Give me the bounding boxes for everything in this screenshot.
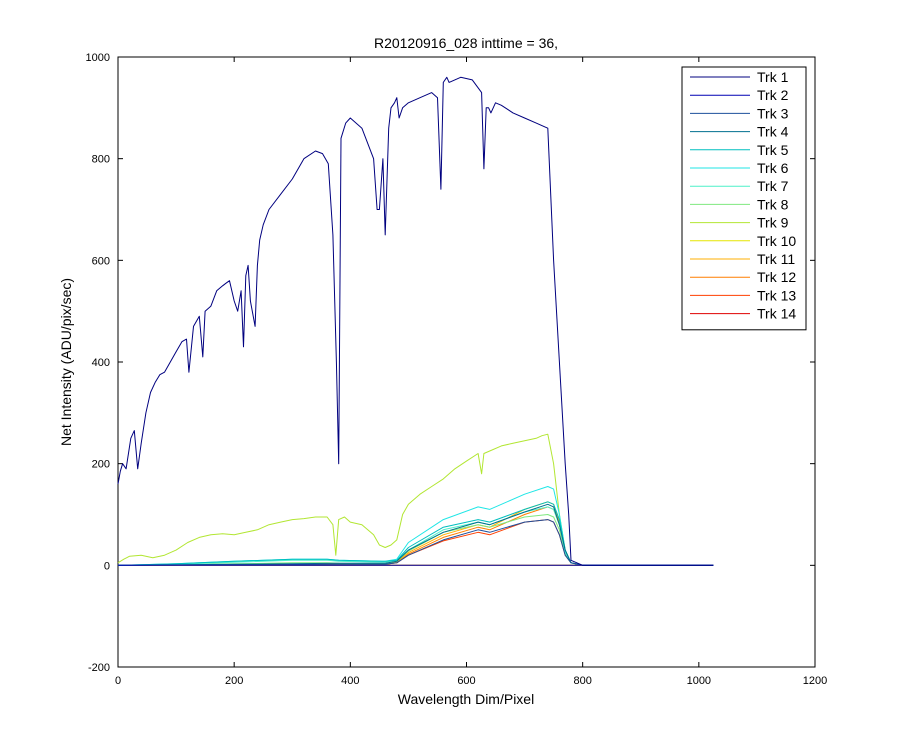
series-line-trk-4 bbox=[117, 503, 714, 566]
y-tick-label: 200 bbox=[92, 459, 110, 471]
series-line-trk-1 bbox=[117, 76, 714, 566]
legend-label-trk-3: Trk 3 bbox=[757, 105, 789, 121]
legend-label-trk-1: Trk 1 bbox=[757, 69, 789, 85]
x-tick-label: 400 bbox=[341, 675, 359, 687]
x-tick-label: 0 bbox=[115, 675, 121, 687]
series-group bbox=[117, 76, 714, 566]
y-axis-label: Net Intensity (ADU/pix/sec) bbox=[58, 278, 74, 446]
chart-title: R20120916_028 inttime = 36, bbox=[374, 35, 558, 51]
x-tick-label: 800 bbox=[573, 675, 591, 687]
x-tick-label: 1000 bbox=[687, 675, 711, 687]
legend-label-trk-10: Trk 10 bbox=[757, 233, 796, 249]
x-tick-label: 600 bbox=[457, 675, 475, 687]
legend: Trk 1 Trk 2 Trk 3 Trk 4 Trk 5 Trk 6 Trk 7 Trk 8… bbox=[681, 66, 807, 331]
legend-label-trk-9: Trk 9 bbox=[757, 215, 789, 231]
legend-label-trk-12: Trk 12 bbox=[757, 269, 796, 285]
series-line-trk-9 bbox=[117, 433, 714, 566]
legend-box bbox=[681, 66, 807, 331]
y-tick-label: 800 bbox=[92, 154, 110, 166]
legend-label-trk-11: Trk 11 bbox=[757, 251, 795, 267]
x-tick-label: 1200 bbox=[803, 675, 827, 687]
series-line-trk-3 bbox=[117, 519, 714, 566]
legend-label-trk-13: Trk 13 bbox=[757, 287, 796, 303]
x-tick-label: 200 bbox=[225, 675, 243, 687]
legend-label-trk-14: Trk 14 bbox=[757, 306, 796, 322]
y-tick-label: -200 bbox=[88, 662, 110, 674]
legend-label-trk-7: Trk 7 bbox=[757, 178, 789, 194]
legend-label-trk-8: Trk 8 bbox=[757, 196, 789, 212]
legend-label-trk-4: Trk 4 bbox=[757, 124, 789, 140]
y-tick-label: 600 bbox=[92, 255, 110, 267]
legend-label-trk-2: Trk 2 bbox=[757, 87, 789, 103]
y-tick-label: 0 bbox=[104, 560, 110, 572]
y-tick-label: 400 bbox=[92, 357, 110, 369]
legend-label-trk-6: Trk 6 bbox=[757, 160, 789, 176]
y-tick-label: 1000 bbox=[86, 52, 110, 64]
x-axis-label: Wavelength Dim/Pixel bbox=[398, 691, 534, 707]
legend-label-trk-5: Trk 5 bbox=[757, 142, 789, 158]
